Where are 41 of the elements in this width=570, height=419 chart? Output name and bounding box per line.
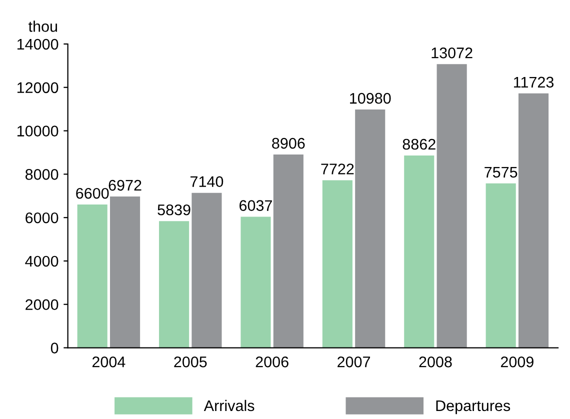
data-label: 7575 bbox=[484, 166, 518, 178]
bar bbox=[518, 93, 549, 348]
bar bbox=[273, 154, 304, 348]
x-tick-label: 2006 bbox=[256, 356, 288, 368]
bar bbox=[159, 221, 190, 348]
x-tick-label: 2007 bbox=[338, 356, 370, 368]
x-tick-label: 2009 bbox=[500, 356, 534, 368]
bar bbox=[240, 216, 271, 348]
bar bbox=[355, 110, 386, 348]
data-label: 11723 bbox=[514, 76, 554, 88]
bar bbox=[77, 204, 108, 348]
data-label: 6600 bbox=[76, 188, 109, 199]
legend-label: Departures bbox=[436, 400, 510, 414]
y-tick-label: 2000 bbox=[26, 299, 58, 310]
data-label: 6037 bbox=[240, 200, 272, 211]
data-label: 7140 bbox=[190, 176, 224, 188]
data-label: 7722 bbox=[321, 164, 354, 174]
y-tick-label: 14000 bbox=[17, 38, 58, 50]
x-tick-label: 2004 bbox=[92, 356, 126, 368]
bar bbox=[322, 180, 352, 348]
y-tick-label: 0 bbox=[50, 342, 58, 354]
bar bbox=[404, 155, 434, 348]
legend-label: Arrivals bbox=[204, 400, 254, 412]
data-label: 8906 bbox=[272, 138, 305, 149]
y-tick-label: 8000 bbox=[25, 169, 58, 180]
data-label: 5839 bbox=[158, 204, 190, 216]
data-label: 8862 bbox=[402, 138, 436, 150]
bar bbox=[486, 183, 516, 348]
bar bbox=[436, 64, 467, 348]
y-tick-label: 4000 bbox=[25, 256, 58, 267]
bar bbox=[110, 196, 140, 348]
y-tick-label: 6000 bbox=[26, 212, 58, 224]
y-axis-title: thou bbox=[28, 20, 58, 32]
x-tick-label: 2005 bbox=[174, 356, 207, 368]
y-tick-label: 10000 bbox=[17, 126, 58, 136]
y-tick-label: 12000 bbox=[17, 82, 58, 94]
data-label: 6972 bbox=[108, 180, 142, 191]
bar bbox=[192, 192, 222, 348]
data-label: 10980 bbox=[350, 92, 391, 104]
x-tick-label: 2008 bbox=[419, 356, 452, 368]
data-label: 13072 bbox=[432, 48, 472, 58]
